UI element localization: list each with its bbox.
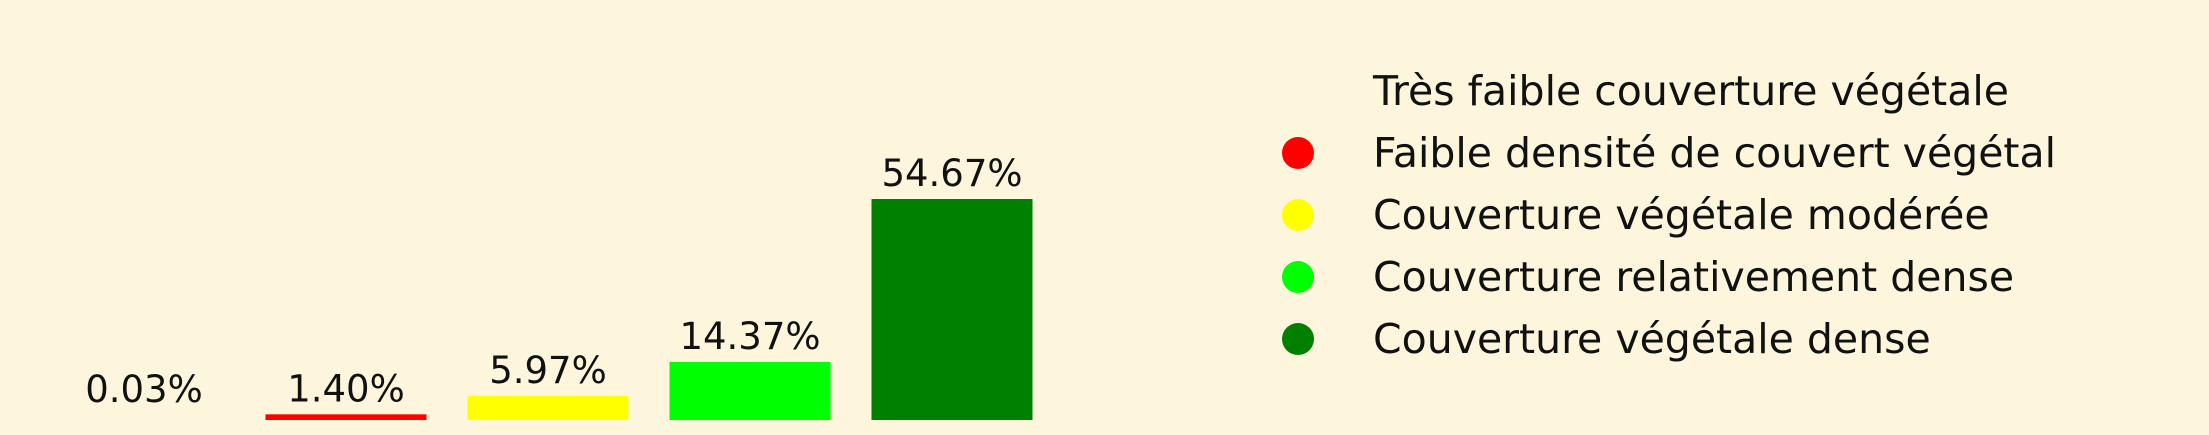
legend-label-5: Couverture végétale dense <box>1373 315 1931 363</box>
bar-value-label-2: 1.40% <box>287 367 405 410</box>
bar-3 <box>467 395 629 420</box>
legend-marker-1 <box>1282 75 1314 107</box>
bar-5 <box>871 199 1033 420</box>
legend-label-4: Couverture relativement dense <box>1373 253 2014 301</box>
legend-label-2: Faible densité de couvert végétal <box>1373 129 2056 177</box>
legend-marker-5 <box>1282 323 1314 355</box>
bar-value-label-1: 0.03% <box>85 368 203 411</box>
bar-2 <box>265 414 427 420</box>
legend-marker-2 <box>1282 137 1314 169</box>
bar-1 <box>63 415 225 420</box>
legend-marker-3 <box>1282 199 1314 231</box>
bar-value-label-5: 54.67% <box>881 152 1022 195</box>
legend: Très faible couverture végétale Faible de… <box>1282 67 2056 363</box>
bar-4 <box>669 361 831 420</box>
bar-value-label-3: 5.97% <box>489 349 607 392</box>
legend-label-1: Très faible couverture végétale <box>1372 67 2009 115</box>
bars-group: 0.03% 1.40% 5.97% 14.37% 54.67% <box>63 152 1033 420</box>
bar-value-label-4: 14.37% <box>679 315 820 358</box>
legend-label-3: Couverture végétale modérée <box>1373 191 1990 239</box>
legend-marker-4 <box>1282 261 1314 293</box>
